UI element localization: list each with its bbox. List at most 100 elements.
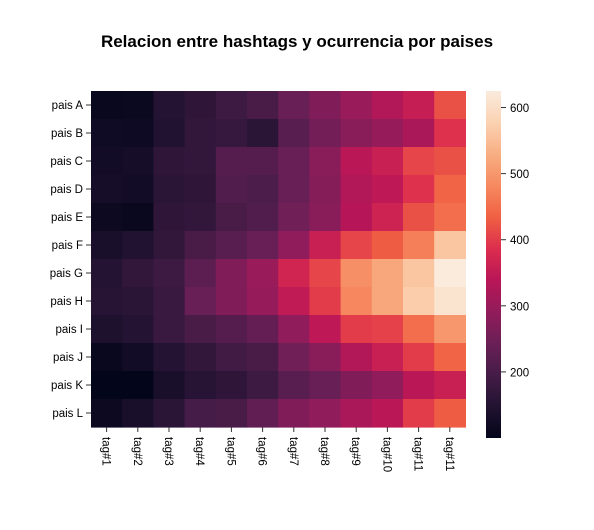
heatmap-cell bbox=[371, 343, 404, 372]
heatmap-cell bbox=[247, 175, 279, 204]
heatmap-cell bbox=[309, 175, 342, 204]
row-labels: pais A pais B pais C pais D pais E pais F pais… bbox=[50, 100, 91, 420]
heatmap-cell bbox=[184, 119, 217, 148]
column-label: tag#6 bbox=[256, 437, 268, 466]
heatmap-cell bbox=[371, 119, 404, 148]
heatmap-cell bbox=[153, 287, 186, 316]
heatmap-cell bbox=[91, 203, 123, 232]
heatmap-cell bbox=[309, 91, 342, 120]
heatmap-cell bbox=[403, 287, 435, 316]
heatmap-cell bbox=[403, 315, 435, 344]
heatmap-cell bbox=[403, 399, 435, 428]
heatmap-cell bbox=[278, 259, 310, 288]
heatmap-cell bbox=[91, 315, 123, 344]
heatmap-cell bbox=[403, 371, 435, 400]
heatmap-cell bbox=[247, 399, 279, 428]
heatmap-cell bbox=[434, 119, 466, 148]
heatmap-cell bbox=[153, 175, 186, 204]
heatmap-cell bbox=[247, 203, 279, 232]
heatmap-cell bbox=[340, 203, 373, 232]
heatmap-cell bbox=[122, 175, 154, 204]
heatmap-cell bbox=[371, 91, 404, 120]
heatmap-cell bbox=[91, 119, 123, 148]
heatmap-cell bbox=[184, 399, 217, 428]
heatmap-cell bbox=[403, 147, 435, 176]
heatmap-cell bbox=[91, 371, 123, 400]
heatmap-cell bbox=[247, 147, 279, 176]
heatmap-cell bbox=[91, 343, 123, 372]
heatmap-cell bbox=[434, 371, 466, 400]
heatmap-cell bbox=[184, 315, 217, 344]
heatmap-cell bbox=[371, 203, 404, 232]
heatmap-cell bbox=[340, 371, 373, 400]
heatmap-cell bbox=[153, 371, 186, 400]
heatmap-cell bbox=[403, 203, 435, 232]
heatmap-cell bbox=[403, 343, 435, 372]
heatmap-cell bbox=[153, 147, 186, 176]
heatmap-cell bbox=[434, 91, 466, 120]
heatmap-cell bbox=[309, 315, 342, 344]
heatmap-cell bbox=[340, 91, 373, 120]
heatmap-cell bbox=[91, 287, 123, 316]
heatmap-cell bbox=[309, 147, 342, 176]
heatmap-cell bbox=[215, 399, 248, 428]
heatmap-cell bbox=[122, 259, 154, 288]
row-label: pais B bbox=[51, 128, 83, 140]
heatmap-cell bbox=[184, 147, 217, 176]
heatmap-cell bbox=[371, 259, 404, 288]
heatmap-cell bbox=[278, 147, 310, 176]
heatmap-cell bbox=[247, 231, 279, 260]
heatmap-cell bbox=[122, 287, 154, 316]
colorbar-gradient bbox=[486, 91, 501, 438]
heatmap-cell bbox=[122, 343, 154, 372]
heatmap-cell bbox=[153, 259, 186, 288]
heatmap-cell bbox=[434, 315, 466, 344]
heatmap-cell bbox=[278, 91, 310, 120]
heatmap-cell bbox=[122, 203, 154, 232]
heatmap-cell bbox=[434, 343, 466, 372]
row-label: pais E bbox=[51, 212, 83, 224]
heatmap-cell bbox=[215, 203, 248, 232]
colorbar-tick-label: 500 bbox=[510, 169, 529, 181]
heatmap-cell bbox=[184, 343, 217, 372]
heatmap-cell bbox=[278, 203, 310, 232]
heatmap-cell bbox=[184, 259, 217, 288]
heatmap-cell bbox=[340, 399, 373, 428]
heatmap-cell bbox=[91, 147, 123, 176]
heatmap-cell bbox=[91, 259, 123, 288]
heatmap-cell bbox=[309, 231, 342, 260]
heatmap-cell bbox=[215, 175, 248, 204]
heatmap-cell bbox=[215, 119, 248, 148]
heatmap-cell bbox=[215, 287, 248, 316]
heatmap-cell bbox=[122, 315, 154, 344]
heatmap-cell bbox=[153, 315, 186, 344]
heatmap-cell bbox=[184, 231, 217, 260]
heatmap-cell bbox=[340, 315, 373, 344]
heatmap-cell bbox=[403, 91, 435, 120]
heatmap-cell bbox=[371, 287, 404, 316]
heatmap-cell bbox=[153, 91, 186, 120]
heatmap-cell bbox=[215, 343, 248, 372]
heatmap-cell bbox=[403, 231, 435, 260]
heatmap-cell bbox=[91, 91, 123, 120]
row-label: pais F bbox=[52, 240, 83, 252]
heatmap-cell bbox=[340, 259, 373, 288]
heatmap-cell bbox=[122, 147, 154, 176]
heatmap-cell bbox=[184, 287, 217, 316]
heatmap-cell bbox=[247, 91, 279, 120]
heatmap-cell bbox=[340, 287, 373, 316]
heatmap-cell bbox=[403, 119, 435, 148]
heatmap-cell bbox=[247, 315, 279, 344]
heatmap-cell bbox=[371, 175, 404, 204]
column-label: tag#2 bbox=[131, 437, 143, 466]
column-labels: tag#1 tag#2 tag#3 tag#4 tag#5 tag#6 tag#7 tag#8… bbox=[100, 427, 455, 472]
heatmap-cell bbox=[247, 119, 279, 148]
heatmap-cell bbox=[309, 203, 342, 232]
colorbar-tick-label: 400 bbox=[510, 235, 529, 247]
row-label: pais K bbox=[51, 380, 83, 392]
heatmap-cell bbox=[122, 91, 154, 120]
column-label: tag#11 bbox=[443, 437, 455, 471]
heatmap-cell bbox=[184, 203, 217, 232]
heatmap-cell bbox=[153, 119, 186, 148]
